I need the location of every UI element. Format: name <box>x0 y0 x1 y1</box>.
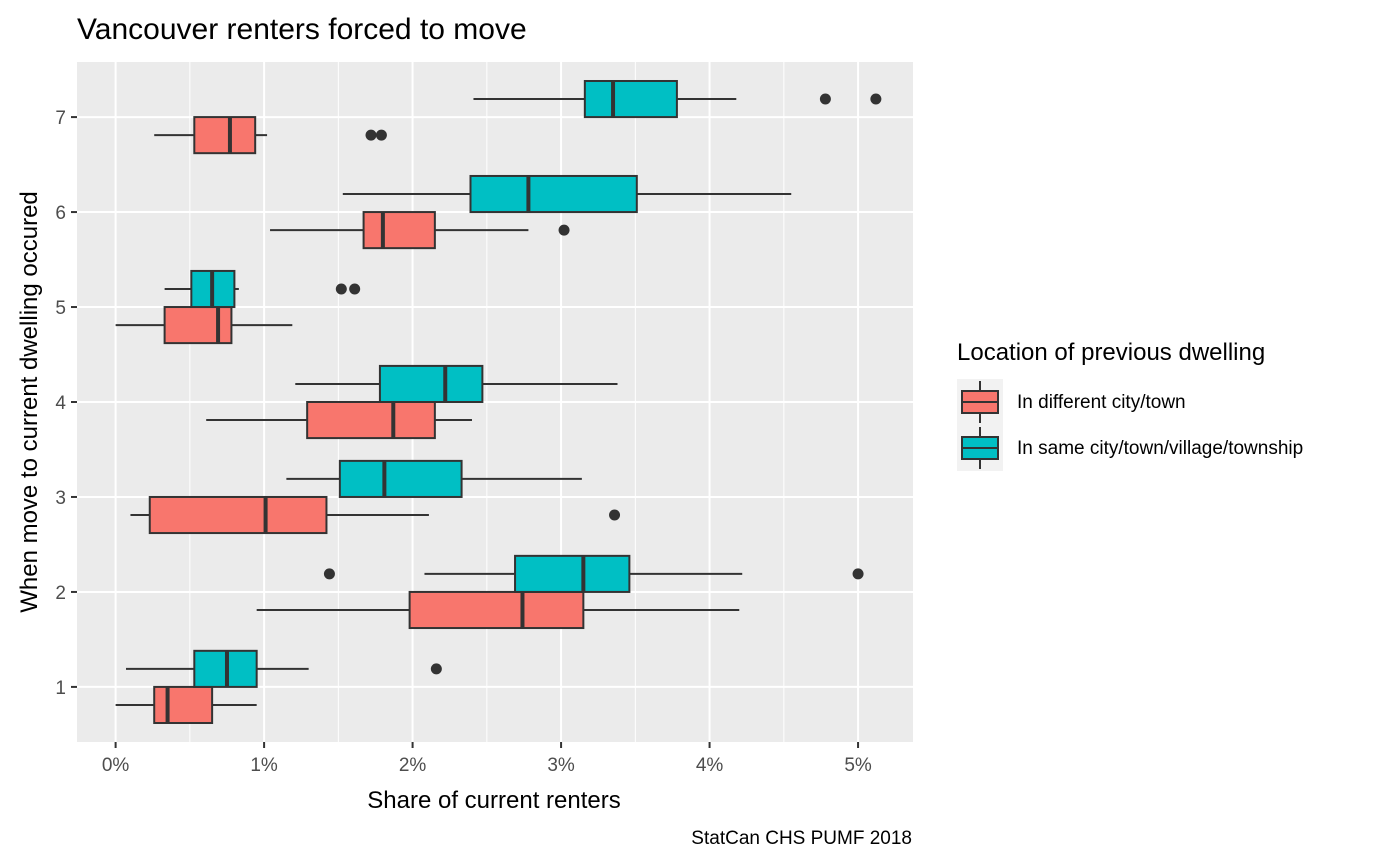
outlier-point <box>852 568 864 580</box>
caption: StatCan CHS PUMF 2018 <box>691 828 912 849</box>
outlier-point <box>558 224 570 236</box>
y-tick-label: 7 <box>55 108 66 129</box>
y-axis: 1 2 3 4 5 6 7 <box>55 108 77 699</box>
legend-key-different-city <box>957 379 1003 425</box>
x-tick-label: 0% <box>102 755 130 776</box>
x-axis: 0% 1% 2% 3% 4% 5% <box>102 742 872 776</box>
outlier-point <box>323 568 335 580</box>
outlier-point <box>335 283 347 295</box>
box-iqr <box>163 306 233 345</box>
y-tick-label: 5 <box>55 298 66 319</box>
boxplot-different-city-6 <box>270 211 570 250</box>
box-iqr <box>583 79 678 119</box>
box-iqr <box>408 590 585 630</box>
legend-key-same-city <box>957 425 1003 471</box>
x-tick-label: 2% <box>399 755 427 776</box>
outlier-point <box>365 129 377 141</box>
boxplot-same-city-7 <box>473 79 882 119</box>
box-iqr <box>193 116 257 155</box>
x-axis-title: Share of current renters <box>367 787 620 814</box>
boxplot-same-city-1 <box>126 649 442 688</box>
outlier-point <box>430 663 442 675</box>
outlier-point <box>609 509 621 521</box>
x-tick-label: 5% <box>844 755 872 776</box>
legend-keys <box>957 379 1003 471</box>
y-axis-title: When move to current dwelling occured <box>16 191 43 613</box>
outlier-point <box>349 283 361 295</box>
box-iqr <box>469 174 638 214</box>
boxplot-different-city-3 <box>130 495 621 535</box>
boxplots <box>115 79 882 725</box>
box-iqr <box>378 364 484 403</box>
y-tick-label: 3 <box>55 488 66 509</box>
boxplot-different-city-1 <box>115 685 257 725</box>
outlier-point <box>375 129 387 141</box>
boxplot-same-city-3 <box>286 459 582 498</box>
legend: Location of previous dwelling In differe… <box>957 339 1303 471</box>
x-tick-label: 4% <box>696 755 724 776</box>
y-tick-label: 6 <box>55 203 66 224</box>
box-iqr <box>514 554 631 593</box>
outlier-point <box>819 93 831 105</box>
boxplot-same-city-4 <box>295 364 618 403</box>
chart-title: Vancouver renters forced to move <box>77 13 527 46</box>
boxplot-different-city-2 <box>256 590 740 630</box>
box-iqr <box>338 459 463 498</box>
legend-label-same-city: In same city/town/village/township <box>1017 438 1303 459</box>
outlier-point <box>870 93 882 105</box>
y-tick-label: 1 <box>55 678 66 699</box>
x-tick-label: 3% <box>547 755 575 776</box>
y-tick-label: 4 <box>55 393 66 414</box>
legend-title: Location of previous dwelling <box>957 339 1265 366</box>
x-tick-label: 1% <box>250 755 278 776</box>
boxplot-same-city-2 <box>323 554 864 593</box>
boxplot-different-city-4 <box>206 401 472 440</box>
boxplot-same-city-6 <box>342 174 792 214</box>
legend-label-different-city: In different city/town <box>1017 392 1186 413</box>
box-iqr <box>148 495 328 535</box>
boxplot-different-city-5 <box>115 306 293 345</box>
boxplot-different-city-7 <box>154 116 387 155</box>
box-iqr <box>153 685 214 725</box>
box-iqr <box>306 401 436 440</box>
y-tick-label: 2 <box>55 583 66 604</box>
boxplot-same-city-5 <box>164 269 361 309</box>
box-iqr <box>362 211 436 250</box>
